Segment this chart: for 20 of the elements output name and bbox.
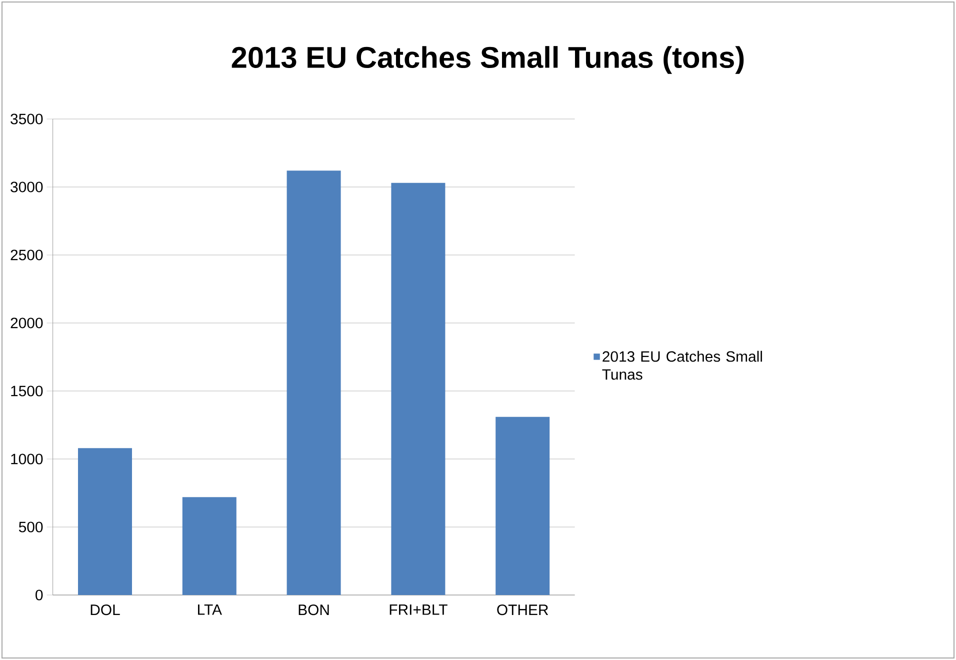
y-tick-label: 500 — [18, 522, 43, 532]
y-tick-label: 0 — [36, 590, 43, 600]
y-tick-label: 3000 — [10, 182, 43, 192]
chart-title: 2013 EU Catches Small Tunas (tons) — [232, 46, 744, 74]
bar — [496, 416, 550, 595]
bar — [78, 448, 132, 595]
bar — [286, 170, 341, 595]
bar — [391, 182, 446, 595]
x-tick-label: LTA — [198, 604, 222, 615]
legend-label: 2013 EU Catches Small Tunas — [602, 350, 762, 380]
x-tick-label: DOL — [90, 604, 120, 616]
x-tick-label: BON — [298, 604, 329, 616]
bar — [182, 497, 236, 595]
y-tick-label: 2500 — [10, 250, 43, 260]
y-tick-label: 2000 — [10, 318, 43, 328]
x-tick-label: FRI+BLT — [390, 604, 448, 615]
y-tick-label: 3500 — [10, 114, 43, 124]
y-tick-label: 1500 — [11, 386, 43, 396]
x-tick-label: OTHER — [497, 604, 548, 616]
y-tick-label: 1000 — [11, 454, 43, 464]
